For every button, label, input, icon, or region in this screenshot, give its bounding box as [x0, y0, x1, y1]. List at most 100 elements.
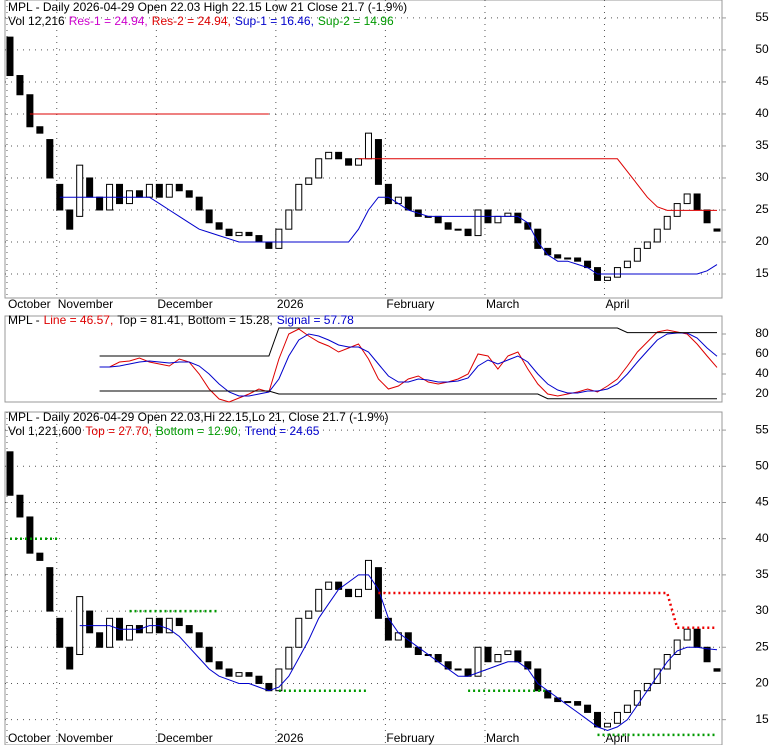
info-item: Vol 1,221,600: [8, 424, 82, 438]
candle: [245, 231, 253, 237]
candle: [215, 661, 223, 670]
candle: [623, 704, 631, 713]
info-item: Trend = 24.65: [245, 424, 320, 438]
candle: [454, 668, 462, 671]
series-line: [99, 328, 718, 403]
series-line: [99, 327, 717, 357]
candle: [703, 209, 711, 224]
info-item: Res-1 = 24.94,: [69, 14, 148, 28]
candle: [255, 235, 263, 243]
info-item: Top = 27.70,: [85, 424, 151, 438]
info-line: Vol 12,216 Res-1 = 24.94, Res-2 = 24.94, Su…: [8, 14, 394, 28]
candle: [185, 190, 193, 198]
candle: [713, 228, 721, 232]
candle: [205, 209, 213, 224]
candle: [6, 451, 14, 496]
y-tick-label: 80: [755, 326, 769, 340]
candle: [275, 228, 283, 249]
info-item: Signal = 57.78: [277, 313, 354, 327]
plot-frame: [4, 411, 723, 745]
candle: [355, 158, 363, 166]
candle: [613, 267, 621, 278]
y-tick-label: 55: [755, 10, 769, 24]
candle: [86, 610, 94, 634]
y-tick-label: 35: [755, 567, 769, 581]
candle: [683, 193, 691, 205]
candle: [235, 672, 243, 677]
candle: [26, 516, 34, 554]
candle: [603, 276, 611, 281]
candle: [434, 215, 442, 224]
candle: [534, 228, 542, 249]
candle: [175, 617, 183, 627]
y-tick-label: 55: [755, 422, 769, 436]
candle: [594, 711, 602, 728]
x-tick-label: October: [8, 731, 51, 745]
candle: [364, 132, 372, 160]
candle: [116, 183, 124, 205]
y-tick-label: 45: [755, 74, 769, 88]
candle: [66, 209, 74, 230]
y-tick-label: 50: [755, 458, 769, 472]
candle: [454, 228, 462, 231]
candle: [16, 494, 24, 518]
candle: [355, 588, 363, 598]
x-tick-label: October: [8, 297, 51, 311]
candle: [225, 228, 233, 237]
candle: [265, 241, 273, 249]
candle: [653, 228, 661, 243]
y-tick-label: 15: [755, 266, 769, 280]
candle: [86, 177, 94, 198]
x-tick-label: 2026: [277, 297, 304, 311]
chart-title: MPL - Daily 2026-04-29 Open 22.03,Hi 22.…: [8, 410, 388, 424]
plot-frame: [4, 0, 723, 299]
candle: [26, 94, 34, 128]
candle: [345, 158, 353, 166]
y-tick-label: 15: [755, 712, 769, 726]
y-tick-label: 30: [755, 603, 769, 617]
y-tick-label: 25: [755, 202, 769, 216]
y-tick-label: 40: [755, 106, 769, 120]
candle: [46, 139, 54, 179]
candle: [215, 222, 223, 230]
candle: [613, 711, 621, 724]
candle: [225, 668, 233, 677]
y-tick-label: 60: [755, 346, 769, 360]
candle: [504, 212, 512, 217]
x-tick-label: March: [486, 731, 519, 745]
series-line: [99, 332, 718, 397]
y-tick-label: 35: [755, 138, 769, 152]
candle: [514, 650, 522, 663]
series-line: [59, 196, 718, 275]
candle: [474, 209, 482, 237]
candle: [335, 151, 343, 160]
candle: [494, 654, 502, 663]
candle: [185, 625, 193, 634]
y-tick-label: 20: [755, 386, 769, 400]
info-line: Vol 1,221,600 Top = 27.70, Bottom = 12.90,…: [8, 424, 320, 438]
y-tick-label: 25: [755, 639, 769, 653]
candle: [76, 164, 84, 217]
y-tick-label: 20: [755, 676, 769, 690]
candle: [255, 675, 263, 684]
candle: [444, 222, 452, 230]
candle: [504, 650, 512, 656]
candle: [693, 193, 701, 211]
info-item: Bottom = 12.90,: [156, 424, 241, 438]
candle: [106, 617, 114, 648]
x-tick-label: April: [605, 297, 629, 311]
candle: [703, 646, 711, 663]
candle: [633, 247, 641, 262]
candle: [345, 588, 353, 598]
candle: [36, 552, 44, 561]
y-tick-label: 40: [755, 531, 769, 545]
candle: [315, 158, 323, 179]
info-item: Sup-2 = 14.96: [318, 14, 394, 28]
candle: [285, 646, 293, 670]
info-line: MPL - Line = 46.57, Top = 81.41, Bottom = 1…: [8, 313, 354, 327]
candle: [584, 704, 592, 713]
candle: [165, 617, 173, 634]
candle: [66, 646, 74, 670]
